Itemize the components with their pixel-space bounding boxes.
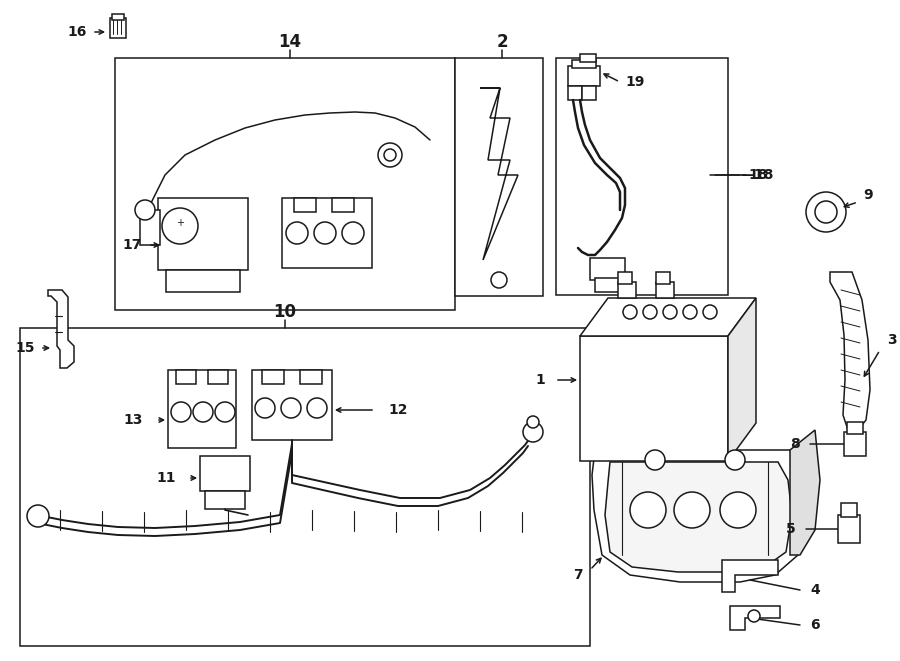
Bar bbox=[847, 422, 863, 434]
Polygon shape bbox=[592, 450, 805, 582]
Text: 9: 9 bbox=[863, 188, 873, 202]
Bar bbox=[841, 503, 857, 517]
Polygon shape bbox=[580, 298, 756, 336]
Circle shape bbox=[748, 610, 760, 622]
Bar bbox=[262, 370, 284, 384]
Polygon shape bbox=[48, 290, 74, 368]
Circle shape bbox=[806, 192, 846, 232]
Polygon shape bbox=[605, 462, 792, 572]
Text: 19: 19 bbox=[625, 75, 644, 89]
Circle shape bbox=[720, 492, 756, 528]
Bar bbox=[168, 370, 236, 448]
Bar bbox=[580, 54, 596, 62]
Bar bbox=[20, 328, 590, 646]
Circle shape bbox=[215, 402, 235, 422]
Circle shape bbox=[643, 305, 657, 319]
Text: 16: 16 bbox=[68, 25, 86, 39]
Text: 14: 14 bbox=[278, 33, 302, 51]
Polygon shape bbox=[790, 430, 820, 555]
Bar bbox=[844, 432, 866, 456]
Bar bbox=[176, 370, 196, 384]
Text: 18: 18 bbox=[748, 168, 768, 182]
Bar bbox=[590, 258, 625, 280]
Bar bbox=[595, 278, 620, 292]
Circle shape bbox=[314, 222, 336, 244]
Bar bbox=[568, 66, 600, 86]
Text: —18: —18 bbox=[740, 168, 773, 182]
Bar bbox=[112, 14, 124, 20]
Text: 15: 15 bbox=[15, 341, 35, 355]
Bar bbox=[556, 58, 728, 295]
Circle shape bbox=[255, 398, 275, 418]
Bar bbox=[618, 282, 636, 298]
Circle shape bbox=[27, 505, 49, 527]
Bar bbox=[838, 515, 860, 543]
Polygon shape bbox=[728, 298, 756, 461]
Text: 3: 3 bbox=[887, 333, 896, 347]
Circle shape bbox=[307, 398, 327, 418]
Circle shape bbox=[378, 143, 402, 167]
Text: 2: 2 bbox=[496, 33, 508, 51]
Text: 6: 6 bbox=[810, 618, 820, 632]
Bar bbox=[656, 282, 674, 298]
Circle shape bbox=[623, 305, 637, 319]
Polygon shape bbox=[722, 560, 778, 592]
Polygon shape bbox=[480, 88, 518, 260]
Text: 7: 7 bbox=[573, 568, 583, 582]
Bar bbox=[568, 86, 582, 100]
Circle shape bbox=[342, 222, 364, 244]
Circle shape bbox=[630, 492, 666, 528]
Bar bbox=[140, 210, 160, 245]
Bar bbox=[110, 18, 126, 38]
Bar bbox=[656, 272, 670, 284]
Circle shape bbox=[384, 149, 396, 161]
Circle shape bbox=[663, 305, 677, 319]
Circle shape bbox=[683, 305, 697, 319]
Text: 5: 5 bbox=[787, 522, 796, 536]
Circle shape bbox=[171, 402, 191, 422]
Bar bbox=[205, 491, 245, 509]
Text: 4: 4 bbox=[810, 583, 820, 597]
Text: 11: 11 bbox=[157, 471, 176, 485]
Polygon shape bbox=[730, 606, 780, 630]
Text: 12: 12 bbox=[388, 403, 408, 417]
Bar bbox=[618, 272, 632, 284]
Circle shape bbox=[815, 201, 837, 223]
Circle shape bbox=[645, 450, 665, 470]
Polygon shape bbox=[830, 272, 870, 430]
Circle shape bbox=[286, 222, 308, 244]
Bar bbox=[572, 60, 596, 68]
Text: +: + bbox=[176, 218, 184, 228]
Bar bbox=[300, 370, 322, 384]
Text: 1: 1 bbox=[536, 373, 545, 387]
Bar bbox=[252, 370, 332, 440]
Bar bbox=[158, 198, 248, 270]
Text: 13: 13 bbox=[123, 413, 143, 427]
Circle shape bbox=[703, 305, 717, 319]
Circle shape bbox=[725, 450, 745, 470]
Circle shape bbox=[135, 200, 155, 220]
Bar bbox=[166, 270, 240, 292]
Text: 10: 10 bbox=[274, 303, 296, 321]
Circle shape bbox=[674, 492, 710, 528]
Bar bbox=[332, 198, 354, 212]
Bar bbox=[282, 198, 372, 268]
Circle shape bbox=[162, 208, 198, 244]
Circle shape bbox=[193, 402, 213, 422]
Bar bbox=[455, 58, 543, 296]
Text: 17: 17 bbox=[122, 238, 141, 252]
Bar bbox=[208, 370, 228, 384]
Bar bbox=[582, 86, 596, 100]
Bar bbox=[115, 58, 455, 310]
Bar bbox=[580, 336, 728, 461]
Circle shape bbox=[491, 272, 507, 288]
Text: 8: 8 bbox=[790, 437, 800, 451]
Bar bbox=[294, 198, 316, 212]
Circle shape bbox=[281, 398, 301, 418]
Circle shape bbox=[523, 422, 543, 442]
Bar bbox=[200, 456, 250, 491]
Circle shape bbox=[527, 416, 539, 428]
